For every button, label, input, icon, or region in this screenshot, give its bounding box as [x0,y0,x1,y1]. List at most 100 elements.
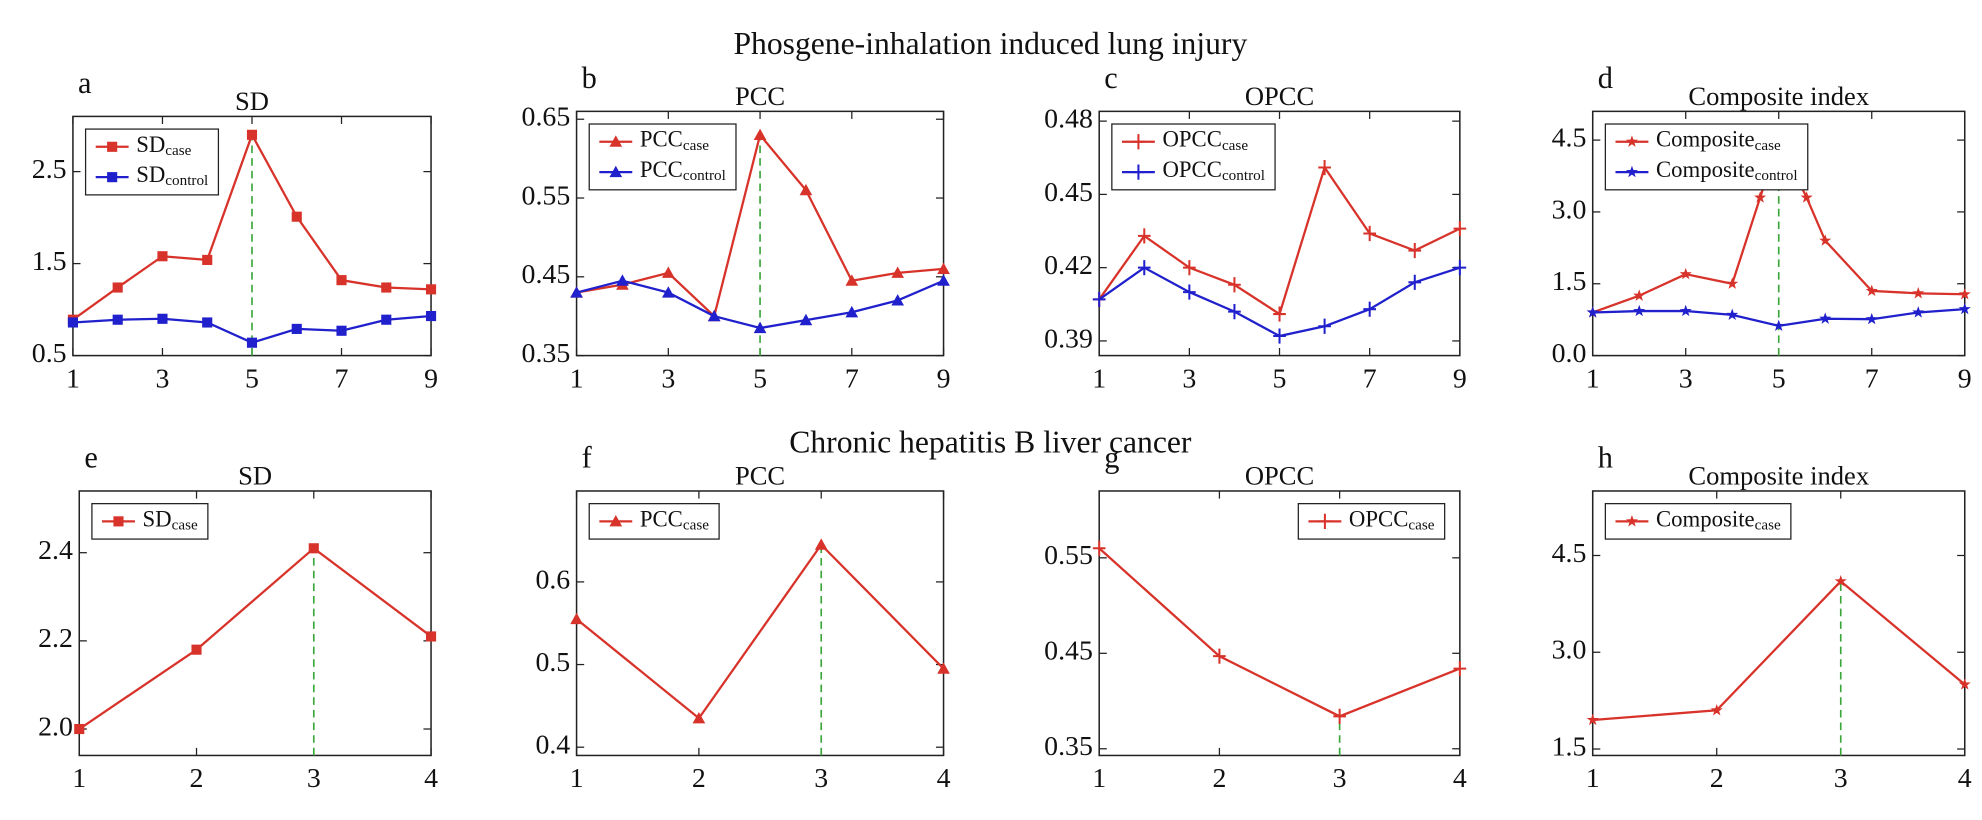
x-tick-label: 1 [66,363,80,394]
point [291,323,302,334]
chart-title: Composite index [1688,460,1869,490]
legend-name: Composite [1656,507,1755,532]
point [191,644,202,655]
x-tick-label: 5 [1772,363,1786,394]
point [1819,234,1832,246]
y-tick-label: 0.5 [32,338,67,369]
point [308,543,319,554]
point [1318,159,1331,176]
x-tick-label: 9 [424,363,438,394]
legend-subscript: case [165,142,191,159]
point [1586,713,1599,726]
point [1273,328,1286,344]
legend: Compositecase [1604,503,1792,540]
y-tick-label: 3.0 [1552,635,1587,666]
y-tick-label: 0.35 [522,338,571,369]
point [1958,678,1971,690]
panel-label: b [582,61,597,95]
point [692,711,706,724]
point [112,314,123,325]
y-tick-label: 3.0 [1552,194,1587,225]
point [1453,220,1467,237]
legend-marker [609,135,623,147]
point [799,313,813,326]
point [1363,301,1377,317]
legend-marker [113,516,124,527]
legend-label: Compositecase [1656,127,1781,154]
panel-label: g [1104,441,1119,475]
x-tick-label: 5 [245,363,259,394]
x-tick-label: 1 [1092,363,1106,394]
y-tick-label: 2.4 [38,535,73,566]
point [661,286,675,298]
point [1754,191,1767,203]
legend-label: OPCCcontrol [1162,157,1264,184]
point [814,538,828,550]
legend-subscript: control [683,168,726,185]
plot-frame [1591,490,1966,757]
legend-box [588,123,737,191]
legend-name: Composite [1656,157,1755,182]
point [891,266,905,278]
series-line [78,546,432,730]
y-tick-label: 0.45 [1044,177,1093,208]
x-tick-label: 4 [1453,763,1467,794]
y-tick-label: 0.55 [1044,540,1093,571]
chart-title: OPCC [1245,81,1314,111]
legend: PCCcase [588,503,720,540]
x-tick-label: 3 [1182,363,1196,394]
legend-name: OPCC [1162,127,1221,152]
legend: OPCCcase [1297,503,1446,540]
point [1710,703,1723,716]
x-tick-label: 3 [307,763,321,794]
point [1453,260,1467,276]
point [1363,225,1377,242]
point [799,183,813,196]
point [1958,302,1971,315]
legend-label: PCCcase [640,127,709,154]
x-tick-label: 2 [190,763,204,794]
legend-name: Composite [1656,127,1755,152]
x-tick-label: 7 [335,363,349,394]
legend-marker [1625,515,1638,527]
legend-label: Compositecontrol [1656,157,1798,184]
legend-marker [1132,134,1145,150]
point [1273,306,1286,322]
x-tick-label: 7 [1363,363,1377,394]
chart-title: SD [235,86,269,116]
legend-marker [609,165,623,178]
legend: Compositecase Compositecontrol [1604,123,1809,191]
point [891,294,905,306]
x-tick-label: 3 [814,763,828,794]
point [1183,284,1196,300]
point [291,211,302,222]
x-tick-label: 3 [1834,763,1848,794]
chart-title: PCC [735,460,785,490]
y-tick-label: 4.5 [1552,538,1587,569]
panel-label: c [1104,61,1117,95]
legend-marker [107,141,118,152]
point [1726,308,1739,321]
y-tick-label: 2.5 [32,154,67,185]
y-tick-label: 0.48 [1044,104,1093,135]
point [1213,648,1226,664]
chart-title: Composite index [1688,81,1869,111]
y-tick-label: 0.4 [535,730,570,761]
legend-label: OPCCcase [1349,507,1435,534]
point [67,317,78,328]
point [1819,312,1832,324]
legend-subscript: case [683,137,709,154]
x-tick-label: 1 [1586,363,1600,394]
x-tick-label: 5 [753,363,767,394]
point [1726,277,1739,289]
legend-subscript: case [683,517,709,534]
point [1912,306,1925,318]
x-tick-label: 1 [1586,763,1600,794]
point [1865,284,1878,297]
point [1408,242,1422,259]
x-tick-label: 1 [1092,763,1106,794]
legend-name: SD [136,132,165,157]
x-tick-label: 2 [1212,763,1226,794]
